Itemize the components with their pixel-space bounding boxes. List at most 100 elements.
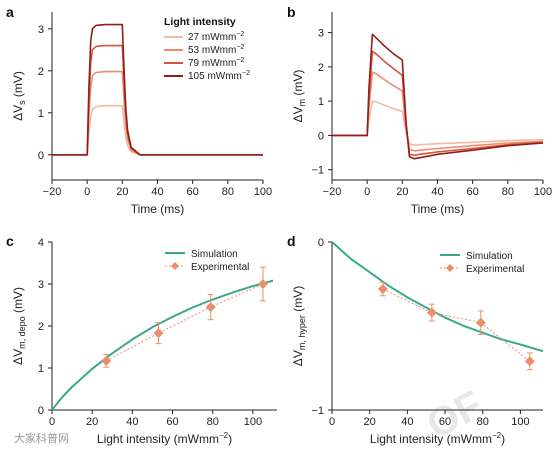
legend-swatch-experimental-marker	[446, 264, 454, 272]
x-tick-label: 20	[364, 416, 376, 428]
y-axis-label-unit: (mV)	[11, 287, 25, 316]
x-tick-label: 40	[401, 416, 413, 428]
legend-label-sup: −2	[236, 44, 244, 51]
experimental-connector	[105, 283, 264, 362]
x-tick-label: 80	[477, 416, 489, 428]
y-axis-label-unit: (mV)	[291, 70, 305, 99]
x-tick-label: 40	[151, 186, 163, 198]
x-axis-label-end: )	[228, 432, 232, 446]
experimental-point	[257, 279, 268, 289]
axes-b: −20 0 20 40 60 80 100 −1 0 1 2 3 ΔVm (mV) Time (ms)	[291, 12, 552, 216]
x-tick-label: 0	[84, 186, 90, 198]
series-line-2	[52, 70, 263, 156]
x-tick-label: 20	[86, 416, 98, 428]
legend-label-sup: −2	[242, 70, 250, 77]
y-axis-label-main: ΔV	[291, 106, 305, 122]
legend-label-1: 27 mWmm−2	[188, 31, 244, 43]
x-axis-label-sup: −2	[219, 431, 229, 440]
legend-label-3: 79 mWmm−2	[188, 57, 244, 69]
y-axis-label-unit: (mV)	[11, 71, 25, 100]
experimental-point	[524, 356, 535, 367]
x-axis-label-main: Light intensity (mWmm	[97, 432, 219, 446]
panel-letter-a: a	[6, 4, 14, 20]
y-axis-label-main: ΔV	[11, 105, 25, 121]
y-axis-label: ΔVm, hyper (mV)	[291, 286, 307, 366]
x-axis-label-main: Light intensity (mWmm	[370, 432, 492, 446]
y-tick-label: −1	[311, 405, 324, 417]
legend-label-simulation: Simulation	[466, 251, 513, 262]
legend-label-text: 53 mWmm	[188, 45, 236, 56]
x-tick-label: 60	[439, 416, 451, 428]
y-axis-label-sub: s	[17, 100, 27, 105]
x-axis-label-end: )	[501, 432, 505, 446]
y-tick-label: 2	[318, 62, 324, 74]
x-tick-label: 60	[187, 186, 199, 198]
x-tick-label: 80	[207, 416, 219, 428]
series-line-2	[332, 71, 544, 152]
x-tick-label: 100	[511, 416, 529, 428]
x-tick-label: 60	[467, 186, 479, 198]
experimental-point	[153, 328, 164, 339]
series-line-1	[332, 100, 544, 146]
legend-label-4: 105 mWmm−2	[188, 70, 250, 82]
y-tick-label: 0	[318, 130, 324, 142]
y-tick-label: −1	[311, 165, 324, 177]
legend-label-2: 53 mWmm−2	[188, 44, 244, 56]
y-tick-label: 0	[318, 237, 324, 249]
simulation-line	[331, 241, 544, 353]
x-tick-label: 100	[534, 186, 552, 198]
legend-label-simulation: Simulation	[191, 249, 238, 260]
experimental-point	[101, 355, 112, 366]
y-axis-label-sub: m, depo	[17, 316, 27, 349]
legend-label-text: 27 mWmm	[188, 32, 236, 43]
panel-letter-b: b	[287, 4, 296, 20]
y-tick-label: 1	[38, 108, 44, 120]
series-line-4	[52, 23, 263, 156]
y-axis-label: ΔVm, depo (mV)	[11, 287, 27, 365]
y-axis-label: ΔVs (mV)	[11, 71, 27, 121]
x-tick-label: 40	[126, 416, 138, 428]
x-axis-label-sup: −2	[492, 431, 502, 440]
y-tick-label: 2	[38, 66, 44, 78]
series-line-1	[52, 104, 263, 156]
y-axis-label-unit: (mV)	[291, 286, 305, 315]
panel-letter-c: c	[6, 233, 14, 249]
y-tick-label: 1	[318, 96, 324, 108]
x-tick-label: 80	[502, 186, 514, 198]
experimental-point	[426, 307, 437, 318]
y-tick-label: 3	[318, 28, 324, 40]
x-tick-label: −20	[323, 186, 342, 198]
x-tick-label: 0	[329, 416, 335, 428]
y-axis-label: ΔVm (mV)	[291, 70, 307, 123]
experimental-connector	[382, 288, 531, 362]
legend-label-sup: −2	[236, 57, 244, 64]
series-line-4	[332, 33, 544, 160]
x-tick-label: 20	[396, 186, 408, 198]
y-tick-label: 4	[38, 237, 44, 249]
y-tick-label: 3	[38, 279, 44, 291]
y-axis-label-main: ΔV	[291, 350, 305, 366]
x-axis-label: Light intensity (mWmm−2)	[97, 431, 232, 446]
legend-label-experimental: Experimental	[466, 264, 524, 275]
simulation-line	[51, 279, 274, 411]
y-tick-label: 2	[38, 321, 44, 333]
legend-label-experimental: Experimental	[191, 262, 249, 273]
y-axis-label-sub: m, hyper	[297, 315, 307, 350]
x-tick-label: 100	[244, 416, 262, 428]
x-tick-label: 40	[431, 186, 443, 198]
x-axis-label: Light intensity (mWmm−2)	[370, 431, 505, 446]
x-tick-label: 0	[364, 186, 370, 198]
x-tick-label: 80	[222, 186, 234, 198]
y-tick-label: 1	[38, 363, 44, 375]
x-tick-label: 0	[49, 416, 55, 428]
x-axis-label: Time (ms)	[411, 202, 465, 216]
legend-swatch-experimental-marker	[171, 262, 179, 270]
x-tick-label: 60	[166, 416, 178, 428]
panel-letter-d: d	[287, 233, 296, 249]
x-tick-label: 20	[116, 186, 128, 198]
legend-label-text: 105 mWmm	[188, 71, 242, 82]
watermark-corner: 大家科普网	[14, 431, 69, 445]
y-axis-label-sub: m	[297, 99, 307, 107]
axes-c: 0 20 40 60 80 100 0 1 2 3 4 ΔVm, depo (mV) Light int…	[11, 237, 277, 446]
